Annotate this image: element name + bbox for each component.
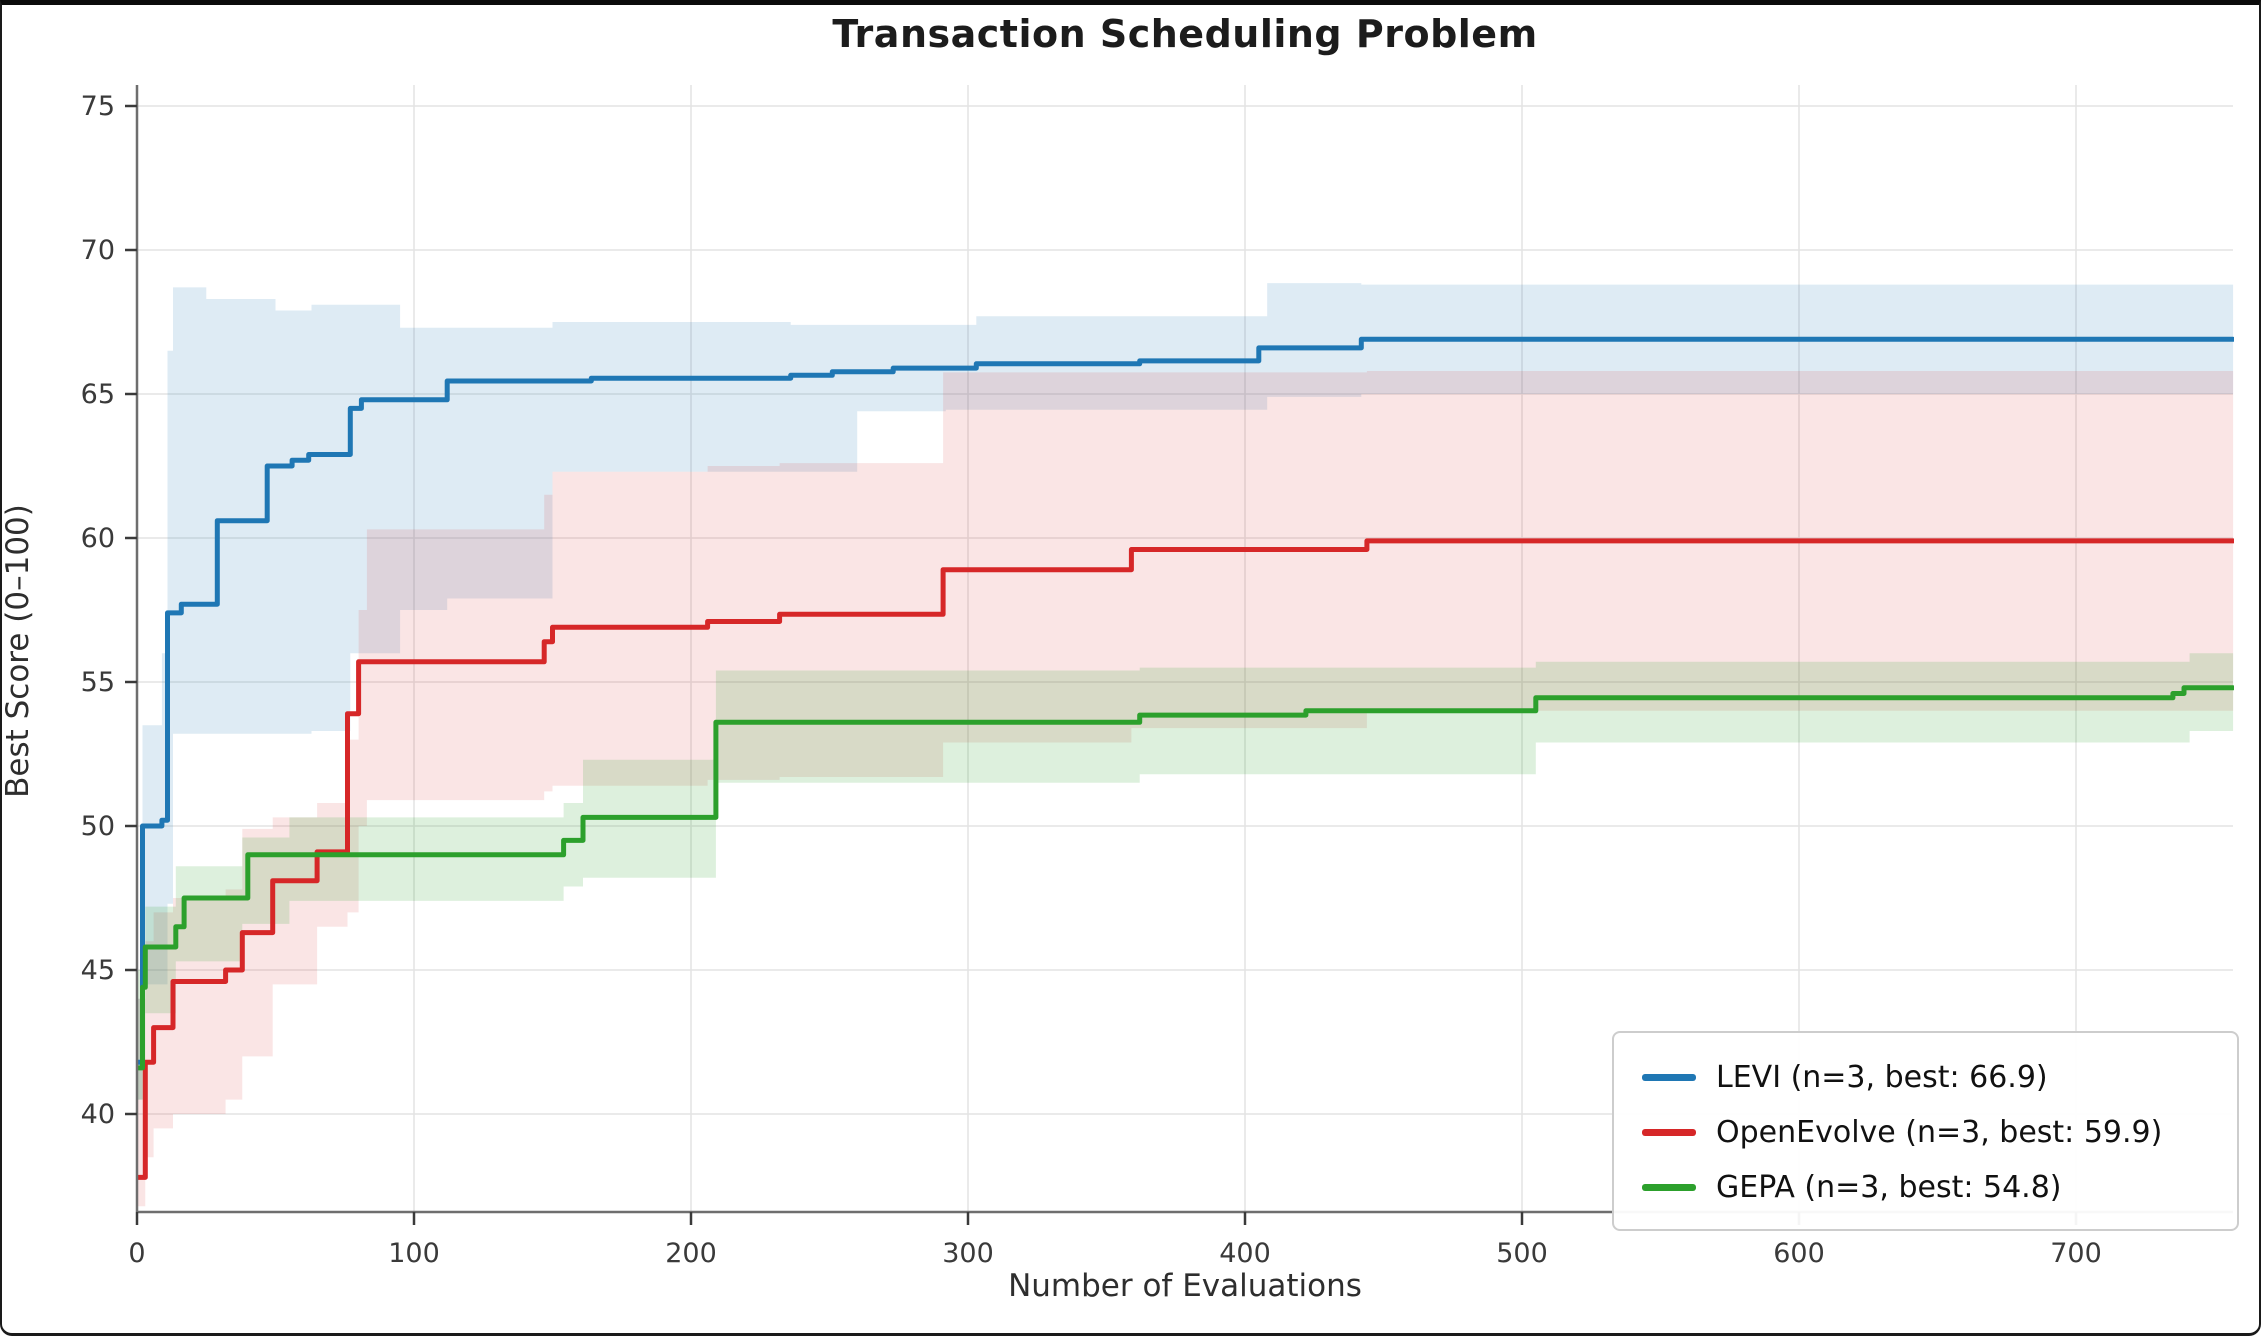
y-axis-label: Best Score (0–100) (0, 504, 36, 798)
y-tick-label: 40 (80, 1099, 115, 1130)
x-tick-label: 300 (942, 1238, 994, 1269)
band-levi (137, 283, 2234, 1100)
legend-item-openevolve: OpenEvolve (n=3, best: 59.9) (1642, 1105, 2237, 1159)
line-openevolve (136, 538, 2234, 1180)
band-openevolve (137, 371, 2234, 1207)
y-tick-label: 65 (80, 379, 115, 410)
x-tick-label: 0 (128, 1238, 146, 1269)
chart-title: Transaction Scheduling Problem (832, 12, 1538, 56)
legend-swatch-gepa (1642, 1183, 1696, 1191)
y-tick-label: 45 (80, 955, 115, 986)
x-tick-label: 600 (1773, 1238, 1825, 1269)
y-tick-label: 70 (80, 235, 115, 266)
legend: LEVI (n=3, best: 66.9) OpenEvolve (n=3, … (1612, 1031, 2239, 1231)
line-gepa (136, 685, 2234, 1071)
x-tick-label: 200 (665, 1238, 717, 1269)
y-tick-label: 55 (80, 667, 115, 698)
x-tick-label: 700 (2050, 1238, 2102, 1269)
x-tick-label: 400 (1219, 1238, 1271, 1269)
legend-item-gepa: GEPA (n=3, best: 54.8) (1642, 1160, 2237, 1214)
legend-swatch-openevolve (1642, 1128, 1696, 1136)
legend-label-gepa: GEPA (n=3, best: 54.8) (1716, 1169, 2062, 1205)
band-gepa (137, 653, 2234, 1100)
legend-label-openevolve: OpenEvolve (n=3, best: 59.9) (1716, 1114, 2163, 1150)
x-axis-label: Number of Evaluations (1008, 1268, 1362, 1304)
line-levi (136, 336, 2234, 1065)
y-tick-label: 75 (80, 91, 115, 122)
legend-label-levi: LEVI (n=3, best: 66.9) (1716, 1059, 2048, 1095)
y-tick-label: 60 (80, 523, 115, 554)
legend-swatch-levi (1642, 1073, 1696, 1081)
y-tick-label: 50 (80, 811, 115, 842)
legend-item-levi: LEVI (n=3, best: 66.9) (1642, 1050, 2237, 1104)
x-tick-label: 100 (388, 1238, 440, 1269)
x-tick-label: 500 (1496, 1238, 1548, 1269)
